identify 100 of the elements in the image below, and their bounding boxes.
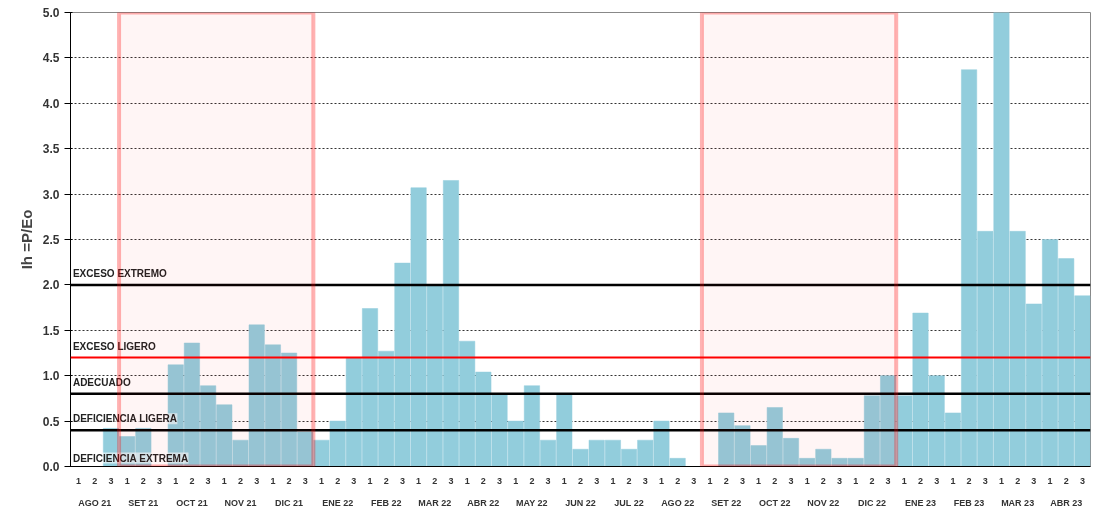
text: 2	[675, 475, 681, 486]
x-tick-label: SET 21	[128, 497, 159, 508]
text: 1	[416, 475, 422, 486]
y-tick-label: 3.5	[42, 142, 60, 157]
text: 2	[383, 475, 389, 486]
text: 1	[756, 475, 762, 486]
y-tick-label: 2.0	[42, 278, 60, 293]
text: 2	[966, 475, 972, 486]
x-tick-label: NOV 21	[224, 497, 257, 508]
x-tick-label: JUN 22	[565, 497, 596, 508]
series-label: 2	[92, 475, 98, 486]
text: 2	[578, 475, 584, 486]
text: 2	[626, 475, 632, 486]
series-label: 3	[108, 475, 114, 486]
y-tick-label: 0.0	[42, 460, 60, 474]
text: 1	[707, 475, 713, 486]
text: 3	[545, 475, 551, 486]
x-tick-label: FEB 22	[370, 497, 402, 508]
text: 2	[480, 475, 486, 486]
annotation: DEFICIENCIA EXTREMA	[72, 452, 189, 464]
text: 3	[205, 475, 211, 486]
text: 1	[610, 475, 616, 486]
text: 3	[691, 475, 697, 486]
ref-line-label: DEFICIENCIA LIGERA	[72, 413, 178, 425]
x-tick-label: OCT 21	[176, 497, 208, 508]
text: 3	[302, 475, 308, 486]
text: 3	[1079, 475, 1085, 486]
x-tick-label: DIC 21	[275, 497, 304, 508]
text: 1	[221, 475, 227, 486]
text: 2	[772, 475, 778, 486]
text: 2	[820, 475, 826, 486]
text: 2	[723, 475, 729, 486]
y-tick-label: 1.5	[42, 323, 60, 338]
text: 2	[238, 475, 244, 486]
text: 2	[918, 475, 924, 486]
text: 1	[124, 475, 130, 486]
y-tick-label: 5.0	[42, 6, 60, 20]
y-tick-label: 2.5	[42, 233, 60, 247]
text: 1	[1047, 475, 1053, 486]
x-tick-label: AGO 21	[78, 497, 112, 508]
x-tick-label: ENE 22	[322, 497, 354, 508]
text: 3	[157, 475, 163, 486]
x-tick-label: JUL 22	[614, 497, 644, 508]
text: 2	[529, 475, 535, 486]
text: 1	[853, 475, 859, 486]
x-tick-label: NOV 22	[807, 497, 840, 508]
y-axis-title: Ih =P/Eo	[17, 209, 35, 270]
x-tick-label: FEB 23	[953, 497, 985, 508]
y-tick-label: 4.5	[42, 51, 60, 66]
text: 1	[270, 475, 276, 486]
text: 3	[1031, 475, 1037, 486]
text: 3	[934, 475, 940, 486]
text: 3	[788, 475, 794, 486]
x-tick-label: MAR 23	[1001, 497, 1035, 508]
text: 3	[351, 475, 357, 486]
text: 3	[399, 475, 405, 486]
text: 3	[594, 475, 600, 486]
text: 2	[1063, 475, 1069, 486]
x-tick-label: MAY 22	[516, 497, 548, 508]
y-tick-label: 4.0	[42, 96, 60, 111]
y-tick-label: 3.0	[42, 187, 60, 202]
text: 3	[497, 475, 503, 486]
text: 1	[464, 475, 470, 486]
text: 1	[658, 475, 664, 486]
text: 1	[998, 475, 1004, 486]
y-tick-label: 0.5	[42, 414, 60, 429]
text: 3	[982, 475, 988, 486]
text: 1	[513, 475, 519, 486]
x-tick-label: ENE 23	[904, 497, 937, 508]
text: 2	[869, 475, 875, 486]
text: 3	[837, 475, 843, 486]
text: 2	[432, 475, 438, 486]
y-tick-label: 1.0	[42, 369, 60, 384]
text: 1	[561, 475, 567, 486]
x-tick-label: OCT 22	[759, 497, 791, 508]
text: 2	[335, 475, 341, 486]
ref-line-label: EXCESO LIGERO	[72, 340, 156, 352]
text: 1	[367, 475, 373, 486]
text: 3	[885, 475, 891, 486]
text: 1	[804, 475, 810, 486]
ref-line-label: EXCESO EXTREMO	[72, 267, 168, 279]
x-tick-label: AGO 22	[661, 497, 695, 508]
text: 2	[140, 475, 146, 486]
series-label: 1	[76, 475, 82, 486]
text: 3	[642, 475, 648, 486]
text: 1	[173, 475, 179, 486]
x-tick-label: ABR 22	[467, 497, 500, 508]
text: 3	[254, 475, 260, 486]
x-tick-label: ABR 23	[1050, 497, 1083, 508]
text: 2	[189, 475, 195, 486]
x-tick-label: SET 22	[711, 497, 742, 508]
text: 1	[950, 475, 956, 486]
ref-line-label: ADECUADO	[72, 376, 131, 388]
text: 3	[739, 475, 745, 486]
text: 2	[286, 475, 292, 486]
x-tick-label: MAR 22	[418, 497, 452, 508]
text: 1	[318, 475, 324, 486]
text: 3	[448, 475, 454, 486]
text: 1	[901, 475, 907, 486]
text: 2	[1015, 475, 1021, 486]
